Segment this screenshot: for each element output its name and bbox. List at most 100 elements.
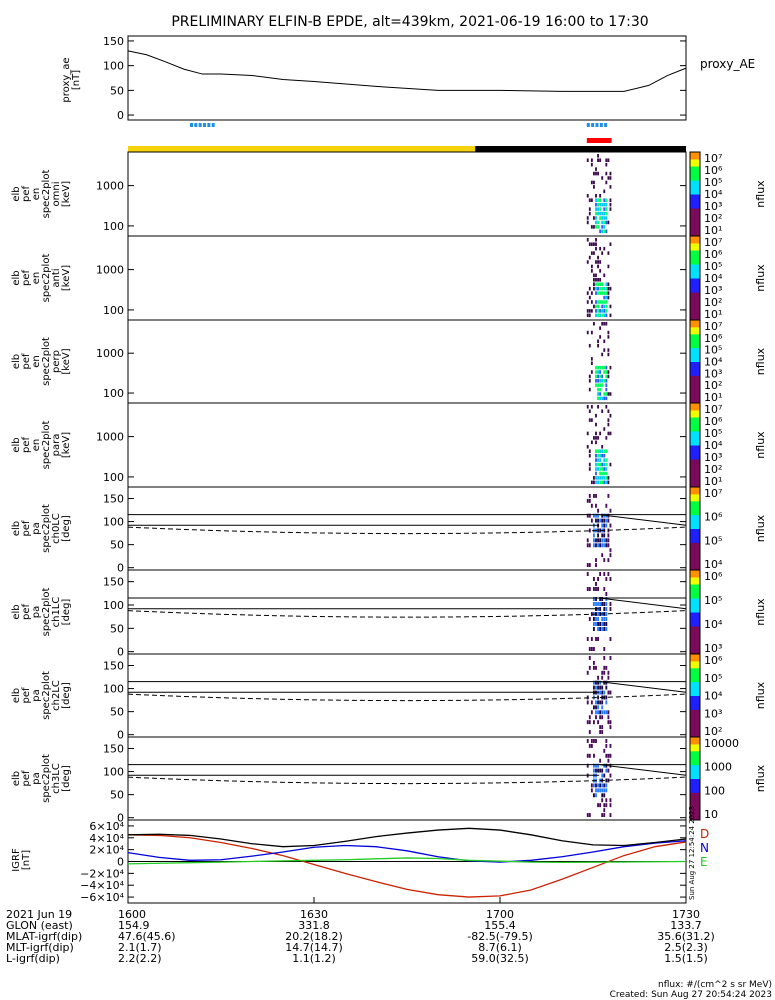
y-axis-label-line: [deg] [61,765,72,792]
spectrum-cell [599,207,602,211]
spectrum-cell [595,637,597,641]
spectrum-cell [609,286,612,291]
colorbar-segment [690,511,700,516]
spectrum-cell [590,251,593,255]
colorbar-segment [690,250,700,254]
colorbar-segment [690,785,700,790]
spectrum-cell [599,431,602,436]
colorbar-segment [690,640,700,644]
colorbar-segment [690,514,700,519]
spectrum-cell [595,309,597,313]
side-stamp: Sun Aug 27 12:54:24 2023 [688,806,696,900]
spectrum-cell [599,680,602,685]
spectrum-cell [603,617,606,621]
spectrum-cell [607,251,610,255]
colorbar-segment [690,406,700,411]
spectrum-cell [599,379,602,383]
spectrum-cell [609,413,612,418]
spectrum-cell [590,405,593,409]
spectrum-cell [605,753,608,758]
spectrum-cell [605,322,608,326]
spectrum-cell [607,493,610,498]
spectrum-cell [597,680,599,685]
spectrum-cell [590,180,593,185]
spectrum-cell [603,309,606,313]
colorbar-segment [690,587,700,592]
spectrum-cell [605,743,608,748]
colorbar-segment [690,664,700,669]
colorbar-segment [690,695,700,700]
spectrum-cell [603,572,606,576]
spectrum-cell [599,572,602,576]
spectrum-cell [586,753,589,758]
science-zone-blue [595,123,599,127]
colorbar-segment [690,483,700,488]
colorbar-tick-label: 10⁶ [704,164,723,177]
spectrum-cell [605,158,608,162]
spectrum-cell [588,198,591,202]
colorbar-tick-label: 10⁷ [704,487,722,500]
spectrum-cell [605,300,608,304]
y-axis-label-line: [deg] [61,515,72,542]
spectrum-cell [605,627,608,631]
spectrum-cell [603,690,606,695]
y-tick-label: 150 [103,743,124,756]
spectrum-cell [601,480,604,485]
y-tick-label: 1000 [96,431,124,444]
colorbar-segment [690,497,700,502]
spectrum-cell [586,670,589,675]
spectrum-cell [605,518,608,523]
spectrum-cell [599,783,602,788]
y-tick-label: 0 [117,812,124,825]
spectrum-cell [593,180,595,185]
y-tick-label: 1000 [96,180,124,193]
colorbar-segment [690,434,700,439]
spectrum-cell [605,798,608,803]
colorbar-segment [690,326,700,331]
spectrum-cell [595,242,597,246]
colorbar-segment [690,552,700,557]
spectrum-cell [590,743,593,748]
spectrum-cell [603,656,606,660]
science-zone-red [586,138,612,143]
spectrum-cell [590,647,593,651]
y-axis-label-line: en [31,188,42,201]
spectrum-cell [605,788,608,793]
y-axis-label-line: spec2plot [41,421,52,470]
colorbar-segment [690,274,700,279]
spectrum-cell [609,602,612,606]
spectrum-cell [601,409,604,413]
colorbar-segment [690,629,700,634]
colorbar-segment [690,740,700,745]
spectrum-cell [599,365,602,370]
colorbar-segment [690,521,700,526]
spectrum-cell [609,185,612,189]
spectrum-cell [593,720,595,725]
spectrum-cell [605,220,608,225]
spectrum-cell [605,392,608,396]
colorbar-segment [690,809,700,814]
elb_pef_pa_spec2plot_ch0LC-ylabel: elb pef pa spec2plot ch0LC [deg] [11,504,72,553]
y-axis-label-line: pef [21,520,32,537]
spectrum-cell [593,622,595,626]
spectrum-cell [590,710,593,715]
spectrum-cell [605,592,608,596]
spectrum-cell [597,783,599,788]
colorbar-segment [690,215,700,219]
spectrum-cell [599,803,602,808]
spectrum-cell [601,533,604,538]
spectrum-cell [609,773,612,778]
y-axis-label-line: pef [21,437,32,454]
spectrum-cell [588,587,591,591]
spectrum-cell [601,538,604,543]
spectrum-cell [586,260,589,264]
spectrum-cell [605,216,608,220]
spectrum-cell [597,480,599,485]
spectrum-cell [590,225,593,229]
spectrum-cell [599,194,602,198]
spectrum-cell [588,753,591,758]
footer-row-value: 1700 [486,908,514,921]
spectrum-cell [595,225,597,229]
colorbar-segment [690,626,700,630]
elb_pef_pa_spec2plot_ch2LC-ylabel: elb pef pa spec2plot ch2LC [deg] [11,671,72,720]
